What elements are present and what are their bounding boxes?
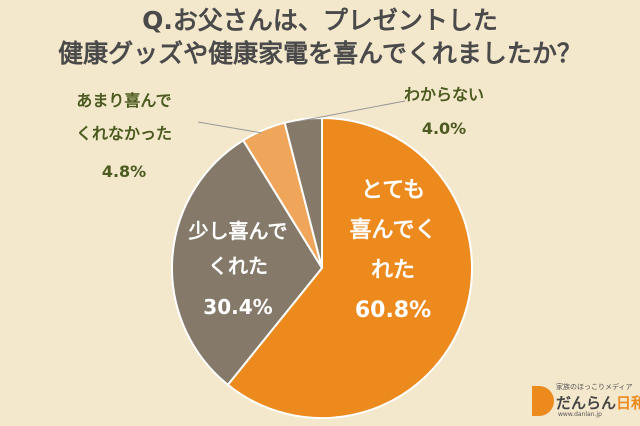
slice-value-4: 4.0% (422, 119, 466, 138)
pie-slice-2 (171, 138, 324, 387)
pie-slice-4 (283, 116, 323, 269)
leader-line-4 (299, 100, 406, 122)
slice-label-3-line-1: あまり喜んで (76, 91, 171, 110)
pie-slice-1 (226, 116, 473, 419)
slice-value-3: 4.8% (102, 162, 146, 181)
brand-logo: 家族のほっこりメディア だんらん日和 www.danlan.jp (532, 380, 640, 422)
chart-title-line-1: Q.お父さんは、プレゼントした (142, 6, 498, 35)
slice-label-4-line-1: わからない (404, 85, 484, 104)
logo-mark-icon (532, 386, 554, 416)
logo-name: だんらん日和 (556, 392, 640, 413)
logo-url: www.danlan.jp (558, 411, 602, 418)
slice-value-1: 60.8% (355, 298, 431, 323)
slice-label-3-line-2: くれなかった (76, 124, 172, 143)
slice-value-2: 30.4% (203, 295, 272, 319)
leader-line-3 (197, 121, 263, 134)
logo-tagline: 家族のほっこりメディア (556, 383, 633, 391)
slice-label-1-line-2: 喜んでく (350, 217, 437, 243)
logo-name-part1: だんらん (556, 394, 617, 412)
slice-label-2-line-2: くれた (208, 254, 268, 278)
slice-label-1-line-1: とても (361, 178, 425, 203)
chart-title: Q.お父さんは、プレゼントした 健康グッズや健康家電を喜んでくれましたか？ (0, 4, 640, 70)
logo-name-part2: 日和 (616, 394, 640, 412)
slice-label-1-line-3: れた (371, 258, 415, 283)
slice-label-2-line-1: 少し喜んで (188, 219, 288, 243)
chart-title-line-2: 健康グッズや健康家電を喜んでくれましたか？ (58, 39, 582, 68)
